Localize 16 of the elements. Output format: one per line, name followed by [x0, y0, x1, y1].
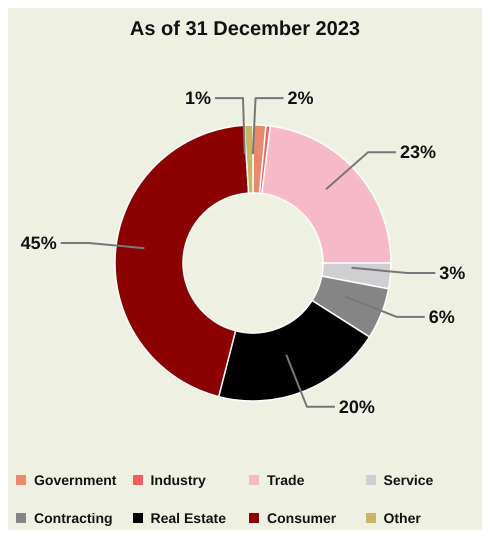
- data-label: 6%: [428, 306, 455, 327]
- legend-label: Consumer: [267, 510, 336, 526]
- data-label: 20%: [338, 396, 375, 417]
- data-label: 2%: [288, 88, 314, 108]
- data-label: 45%: [20, 232, 57, 253]
- data-label: 1%: [184, 88, 211, 108]
- legend-label: Industry: [150, 472, 206, 488]
- legend-label: Government: [34, 472, 116, 488]
- legend-label: Contracting: [34, 510, 113, 526]
- legend-label: Real Estate: [150, 510, 226, 526]
- chart-title: As of 31 December 2023: [128, 18, 362, 41]
- legend-label: Other: [384, 510, 421, 526]
- legend-label: Service: [384, 472, 434, 488]
- data-label: 3%: [439, 263, 466, 284]
- legend-label: Trade: [267, 472, 304, 488]
- data-label: 23%: [400, 142, 436, 162]
